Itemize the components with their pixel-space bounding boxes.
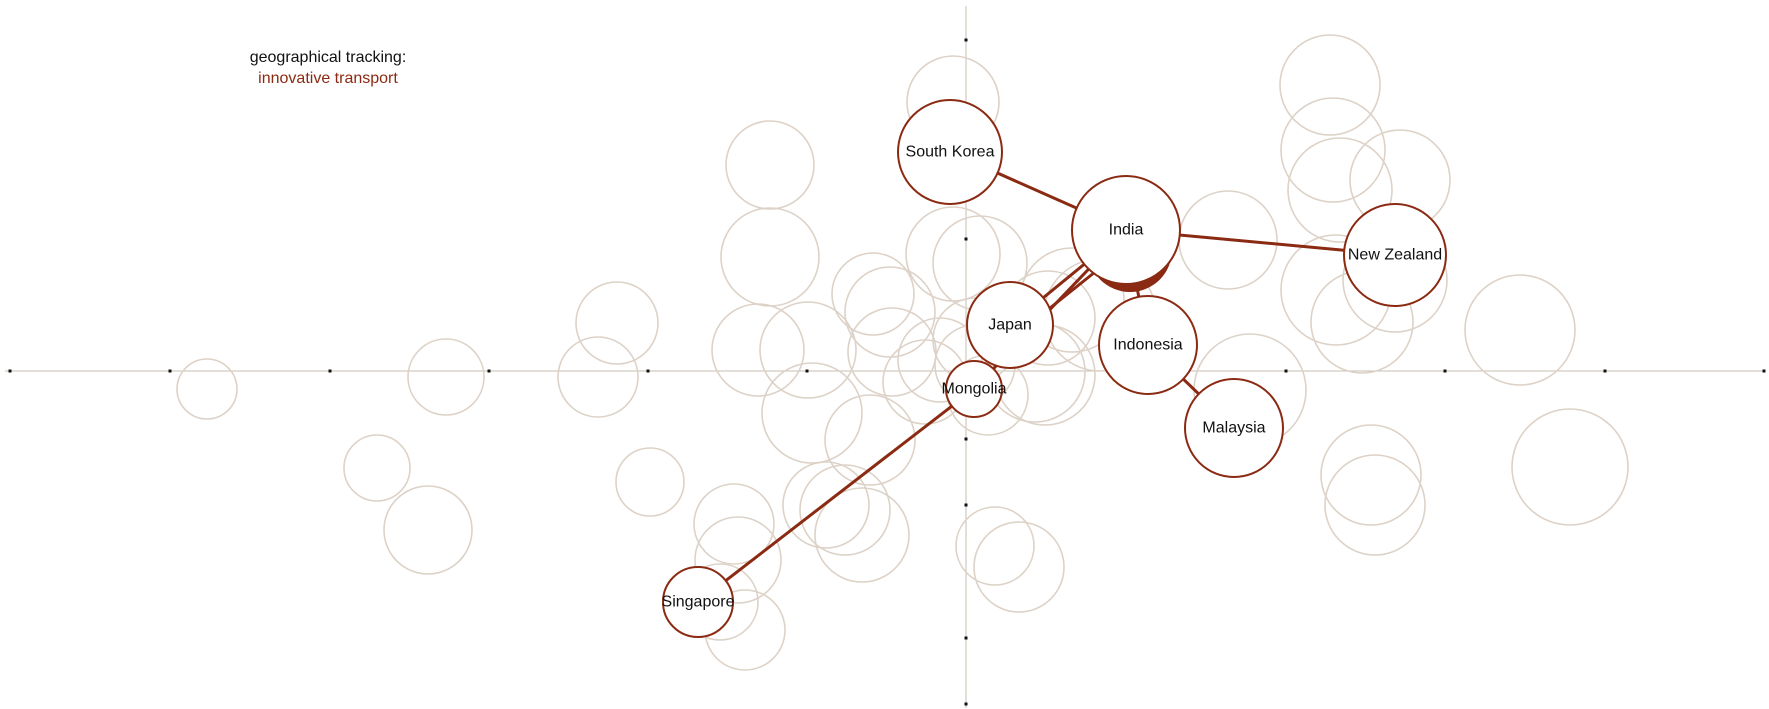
background-circle (1287, 137, 1393, 243)
x-axis-tick (487, 369, 491, 373)
node-label-japan: Japan (988, 317, 1032, 334)
title-line-1: geographical tracking: (249, 49, 407, 66)
chart-title: geographical tracking: innovative transp… (216, 47, 440, 89)
background-circle (1324, 454, 1426, 556)
node-new-zealand[interactable]: New Zealand (1343, 203, 1447, 307)
node-circle-japan[interactable] (966, 281, 1054, 369)
node-circle-malaysia[interactable] (1184, 378, 1284, 478)
title-line-2: innovative transport (258, 70, 398, 87)
background-circle (973, 521, 1065, 613)
x-axis-tick (1284, 369, 1288, 373)
background-circle (1279, 34, 1381, 136)
background-circle (725, 120, 815, 210)
y-axis-tick (964, 702, 968, 706)
background-circle (694, 516, 782, 604)
x-axis-tick (1603, 369, 1607, 373)
link-india-japan-secondary (1044, 266, 1101, 314)
background-circle (955, 506, 1035, 586)
background-circle (383, 485, 473, 575)
background-circle (693, 483, 775, 565)
node-label-south-korea: South Korea (906, 144, 995, 161)
node-label-singapore: Singapore (662, 594, 735, 611)
x-axis-tick (168, 369, 172, 373)
node-label-india: India (1109, 222, 1144, 239)
node-circle-south-korea[interactable] (897, 99, 1003, 205)
node-circle-indonesia[interactable] (1098, 295, 1198, 395)
background-circle (720, 207, 820, 307)
background-circle (711, 303, 805, 397)
background-circle (782, 461, 870, 549)
x-axis-tick (1762, 369, 1766, 373)
node-label-mongolia: Mongolia (942, 381, 1007, 398)
background-circle (897, 317, 983, 403)
nodes: South Korea India New Zealand Japan Indonesi… (662, 99, 1447, 638)
background-circle (847, 307, 937, 397)
x-axis-tick (1443, 369, 1447, 373)
background-circle (824, 394, 916, 486)
node-label-new-zealand: New Zealand (1348, 247, 1442, 264)
x-axis-tick (805, 369, 809, 373)
y-axis-tick (964, 636, 968, 640)
node-circle-singapore[interactable] (662, 566, 734, 638)
node-indonesia[interactable]: Indonesia (1098, 295, 1198, 395)
node-singapore[interactable]: Singapore (662, 566, 735, 638)
node-circle-mongolia[interactable] (945, 360, 1003, 418)
background-circle (343, 434, 411, 502)
background-circle (1511, 408, 1629, 526)
background-circle (615, 447, 685, 517)
link-mongolia-singapore (697, 387, 975, 604)
y-axis-tick (964, 237, 968, 241)
x-axis-tick (8, 369, 12, 373)
background-circle (799, 464, 891, 556)
node-mongolia[interactable]: Mongolia (942, 360, 1007, 418)
background-circle (575, 281, 659, 365)
y-axis-tick (964, 38, 968, 42)
background-circle (814, 487, 910, 583)
background-circle (1320, 424, 1422, 526)
node-india[interactable]: India (1071, 175, 1181, 285)
node-circle-india[interactable] (1071, 175, 1181, 285)
node-south-korea[interactable]: South Korea (897, 99, 1003, 205)
node-japan[interactable]: Japan (966, 281, 1054, 369)
background-circle (831, 252, 915, 336)
background-circle (407, 338, 485, 416)
y-axis-tick (964, 503, 968, 507)
node-circle-new-zealand[interactable] (1343, 203, 1447, 307)
node-malaysia[interactable]: Malaysia (1184, 378, 1284, 478)
background-circle (1280, 97, 1386, 203)
background-circle (761, 362, 863, 464)
y-axis-tick (964, 437, 968, 441)
background-circle (557, 336, 639, 418)
node-label-indonesia: Indonesia (1113, 337, 1182, 354)
background-circle (759, 301, 857, 399)
background-circle (844, 266, 936, 358)
x-axis-tick (646, 369, 650, 373)
background-circle (176, 358, 238, 420)
background-circle (1464, 274, 1576, 386)
x-axis-tick (328, 369, 332, 373)
node-label-malaysia: Malaysia (1202, 420, 1265, 437)
background-circle (905, 206, 1001, 302)
